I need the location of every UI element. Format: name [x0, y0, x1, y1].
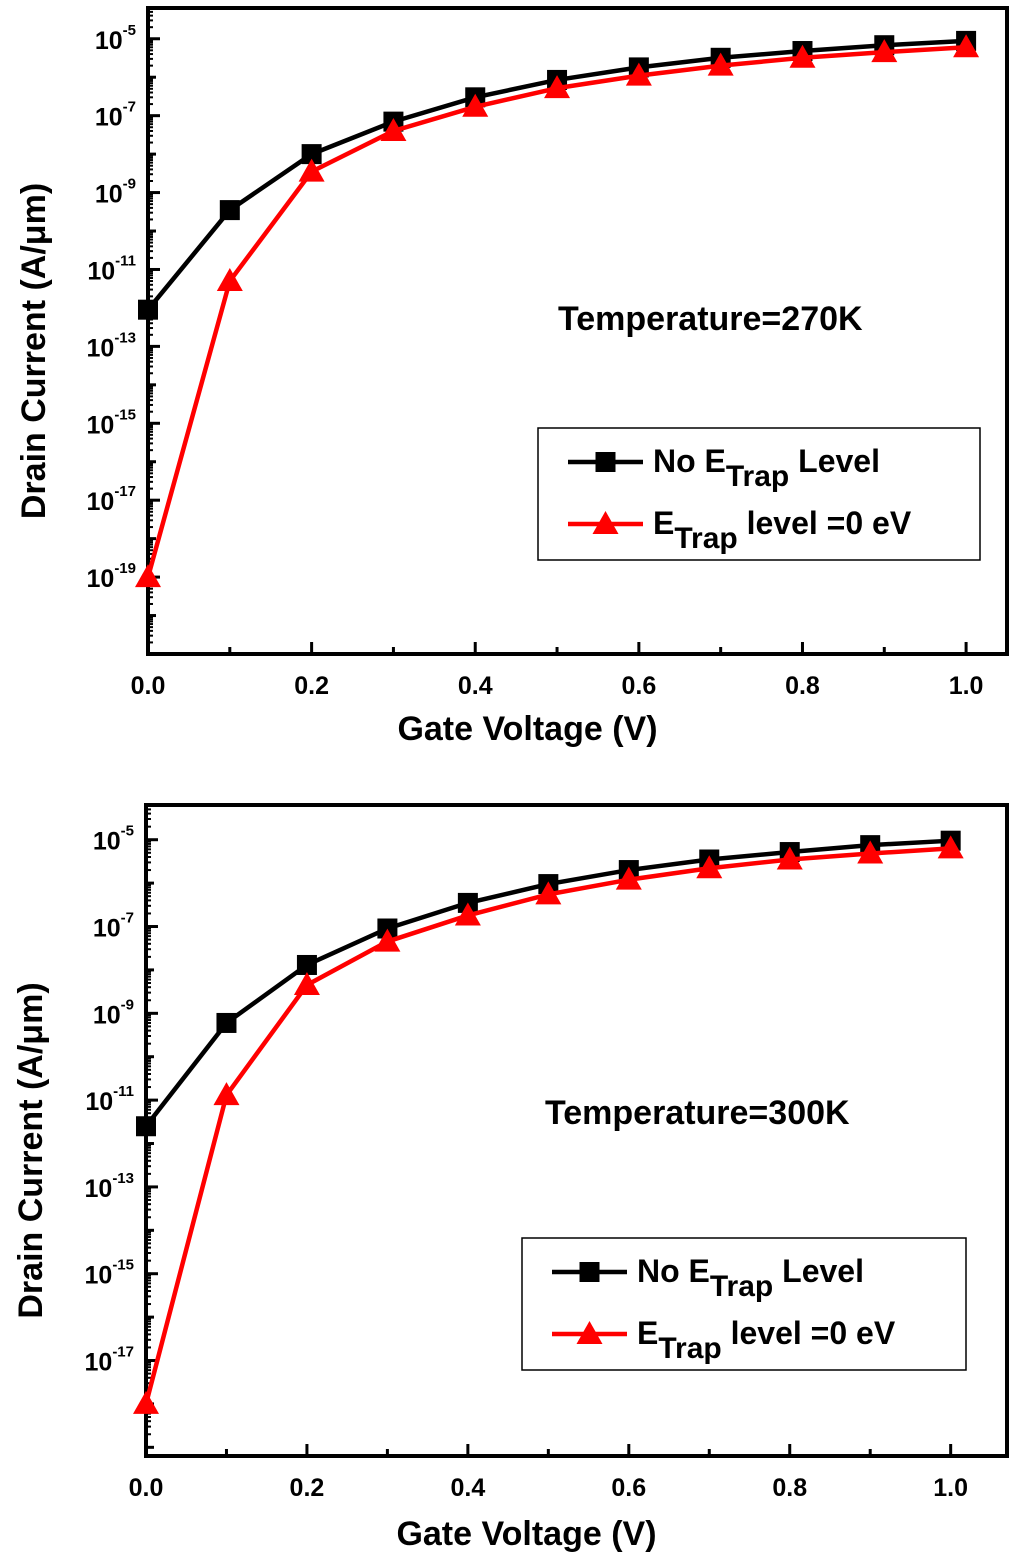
data-point-triangle [462, 93, 489, 117]
data-point-triangle [293, 971, 320, 995]
legend-box [537, 427, 981, 561]
legend-marker-square [595, 452, 616, 472]
x-tick-label: 0.4 [458, 672, 493, 700]
temperature-annotation: Temperature=270K [558, 300, 863, 338]
data-point-triangle [857, 840, 884, 864]
series-etrap-0ev [133, 835, 964, 1414]
data-point-triangle [776, 846, 803, 870]
legend: No ETrap Level ETrap level =0 eV [537, 427, 981, 561]
y-tick-label: 10-9 [95, 176, 136, 209]
plot-frame [146, 6, 1009, 656]
data-point-square [136, 1116, 156, 1137]
x-tick-label: 0.4 [450, 1474, 485, 1502]
y-axis-title: Drain Current (A/μm) [15, 183, 53, 519]
legend-item: No ETrap Level [552, 1253, 864, 1303]
data-point-triangle [454, 902, 481, 926]
x-tick-label: 0.2 [290, 1474, 325, 1502]
y-tick-label: 10-7 [95, 99, 136, 132]
y-tick-label: 10-5 [95, 22, 136, 55]
x-tick-label: 0.8 [785, 672, 820, 700]
legend-marker-square [579, 1262, 600, 1282]
legend-label: ETrap level =0 eV [637, 1315, 896, 1365]
y-axis-title: Drain Current (A/μm) [12, 982, 50, 1318]
x-tick-label: 0.0 [129, 1474, 164, 1502]
x-tick-label: 1.0 [933, 1474, 968, 1502]
data-point-triangle [789, 44, 816, 68]
data-point-square [377, 918, 398, 939]
data-point-triangle [380, 117, 407, 141]
y-tick-label: 10-13 [85, 1170, 135, 1203]
x-tick-label: 0.2 [294, 672, 329, 700]
x-tick-label: 0.8 [772, 1474, 807, 1502]
y-tick-label: 10-11 [87, 252, 136, 285]
data-point-triangle [544, 75, 571, 99]
series-etrap-0ev [135, 34, 980, 588]
data-point-triangle [953, 34, 980, 58]
data-point-triangle [696, 855, 723, 879]
data-point-triangle [135, 564, 161, 588]
y-tick-label: 10-17 [87, 483, 137, 516]
y-tick-label: 10-11 [85, 1083, 134, 1116]
legend-marker-triangle [576, 1321, 603, 1344]
data-point-square [296, 954, 317, 975]
legend-label: No ETrap Level [637, 1253, 864, 1303]
series-no-etrap [138, 30, 977, 320]
x-tick-label: 0.6 [611, 1474, 646, 1502]
y-tick-label: 10-19 [87, 560, 137, 593]
series-no-etrap [136, 830, 961, 1137]
data-point-triangle [213, 1082, 240, 1106]
legend-label: No ETrap Level [653, 443, 880, 493]
data-point-triangle [298, 158, 325, 182]
legend-item: ETrap level =0 eV [552, 1315, 896, 1365]
legend-box [521, 1237, 967, 1371]
data-point-square [219, 200, 240, 221]
data-point-square [301, 144, 322, 165]
y-tick-label: 10-7 [93, 910, 134, 943]
legend-marker-triangle [592, 511, 619, 534]
data-point-square [216, 1012, 237, 1033]
data-point-triangle [625, 62, 652, 86]
x-tick-label: 0.0 [131, 672, 166, 700]
temperature-annotation: Temperature=300K [545, 1094, 850, 1132]
data-point-triangle [133, 1390, 159, 1414]
x-tick-label: 0.6 [621, 672, 656, 700]
data-point-triangle [615, 866, 642, 890]
data-point-triangle [374, 928, 401, 952]
data-point-triangle [707, 52, 734, 76]
x-axis-title: Gate Voltage (V) [397, 710, 657, 748]
x-tick-label: 1.0 [949, 672, 984, 700]
y-tick-label: 10-15 [85, 1257, 135, 1290]
legend: No ETrap Level ETrap level =0 eV [521, 1237, 967, 1371]
data-point-triangle [871, 39, 898, 63]
data-point-square [138, 299, 158, 320]
y-tick-label: 10-15 [87, 406, 137, 439]
chart-panel-1: 0.0 0.2 0.4 0.6 0.8 1.0 10-5 10-7 10-9 10-11 10-13… [15, 6, 1009, 748]
y-tick-label: 10-13 [87, 329, 137, 362]
data-point-triangle [535, 881, 562, 905]
x-axis-title: Gate Voltage (V) [396, 1515, 656, 1553]
legend-item: No ETrap Level [568, 443, 880, 493]
y-tick-label: 10-5 [93, 823, 134, 856]
y-tick-label: 10-17 [85, 1344, 135, 1377]
legend-item: ETrap level =0 eV [568, 505, 912, 555]
chart-panel-2: 0.0 0.2 0.4 0.6 0.8 1.0 10-5 10-7 10-9 10-11 10-13… [12, 803, 1009, 1553]
legend-label: ETrap level =0 eV [653, 505, 912, 555]
data-point-triangle [216, 268, 243, 292]
data-point-triangle [937, 835, 964, 859]
y-tick-label: 10-9 [93, 996, 134, 1029]
